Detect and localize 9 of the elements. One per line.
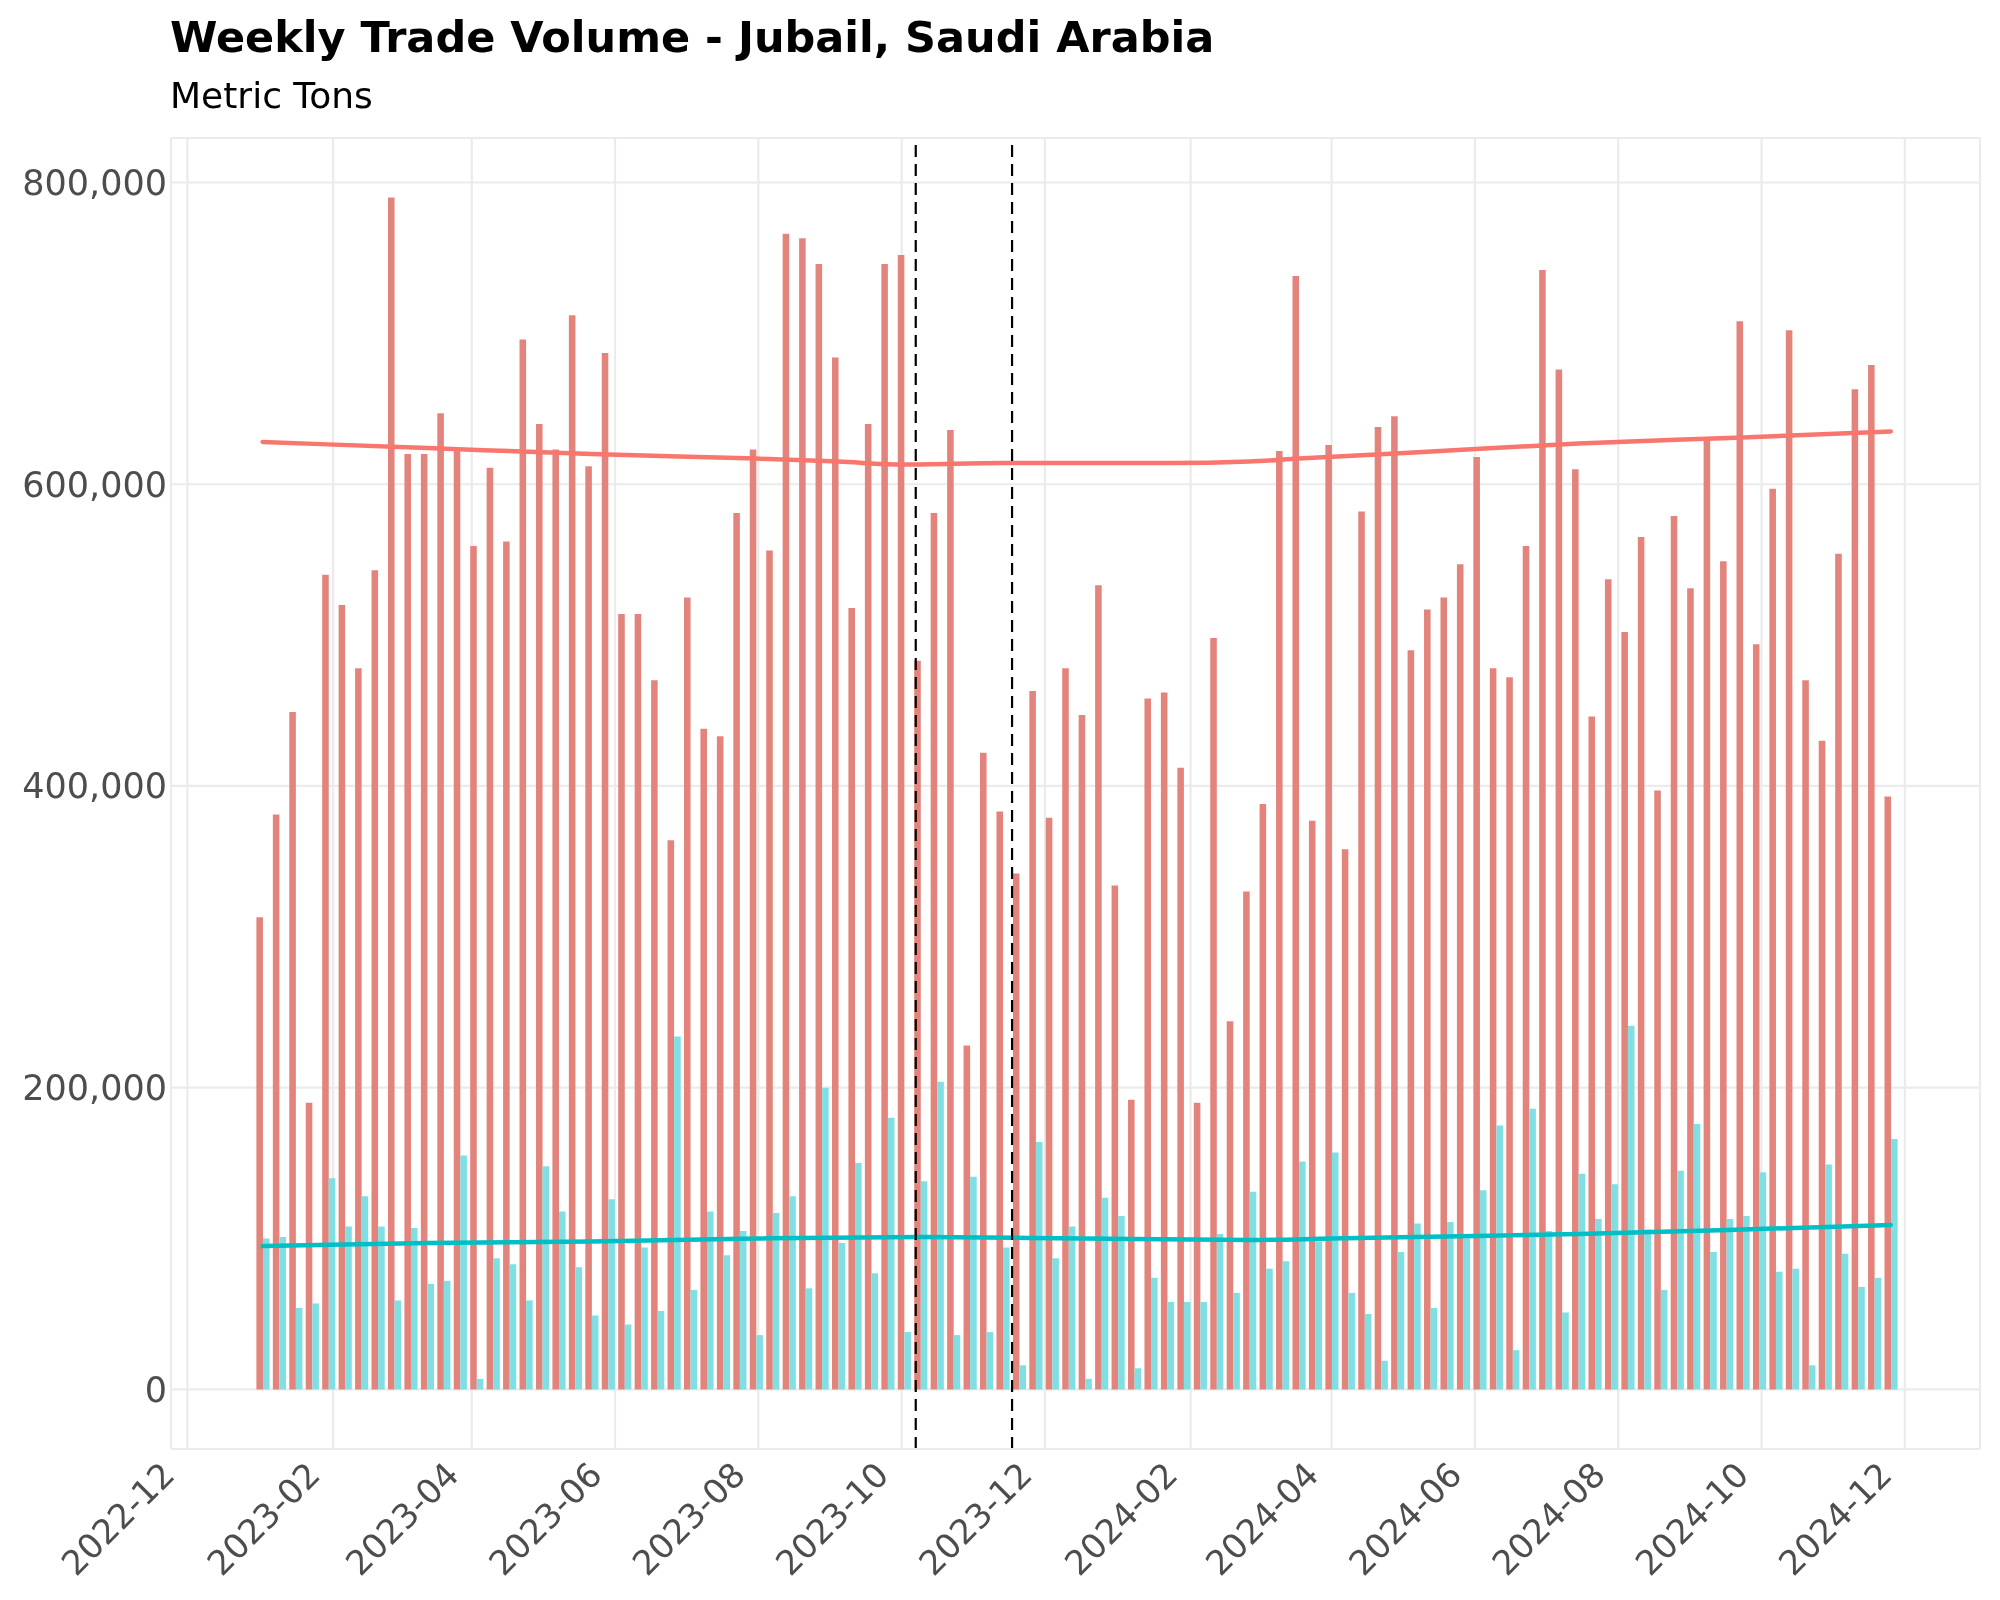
line-series (260, 429, 1893, 467)
chart-title: Weekly Trade Volume - Jubail, Saudi Arabia (170, 12, 1215, 62)
y-tick-label: 600,000 (22, 464, 167, 505)
y-tick-label: 400,000 (22, 766, 167, 807)
y-tick-label: 0 (144, 1369, 167, 1410)
y-tick-label: 200,000 (22, 1068, 167, 1109)
line-series (260, 1222, 1893, 1249)
chart-subtitle: Metric Tons (170, 75, 373, 116)
y-tick-label: 800,000 (22, 162, 167, 203)
